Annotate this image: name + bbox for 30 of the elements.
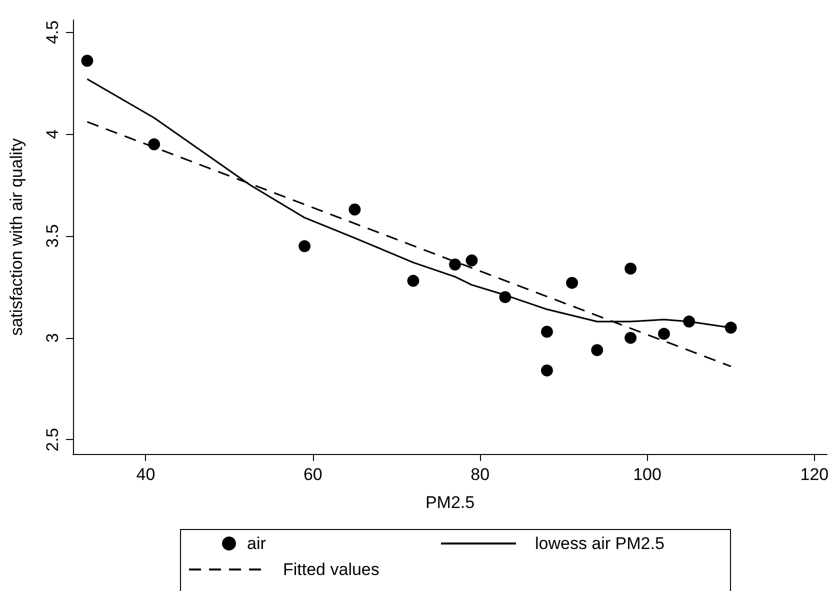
point — [658, 328, 670, 340]
point — [81, 54, 94, 67]
x-axis-title: PM2.5 — [425, 493, 475, 512]
y-axis-title: satisfaction with air quality — [7, 138, 26, 336]
y-tick-label: 3.5 — [43, 224, 62, 248]
point — [540, 364, 553, 376]
x-tick-label: 80 — [470, 465, 490, 484]
point — [148, 138, 160, 150]
point — [407, 274, 420, 287]
y-tick-label: 4.5 — [43, 20, 62, 44]
legend-label: air — [247, 534, 266, 553]
point — [724, 322, 737, 334]
point — [298, 240, 311, 252]
point — [348, 203, 361, 216]
x-tick-label: 100 — [633, 465, 662, 484]
y-tick-label: 3 — [43, 333, 62, 343]
legend-label: Fitted values — [283, 560, 380, 579]
point — [449, 258, 462, 271]
point — [466, 254, 478, 266]
point — [624, 262, 637, 275]
y-tick-label: 4 — [43, 129, 62, 139]
legend-label: lowess air PM2.5 — [535, 534, 664, 553]
point — [540, 326, 553, 338]
point — [566, 276, 578, 289]
x-tick-label: 120 — [800, 465, 829, 484]
point — [591, 344, 604, 356]
x-tick-label: 40 — [136, 465, 156, 484]
point — [624, 332, 637, 344]
y-tick-label: 2.5 — [43, 428, 62, 452]
x-tick-label: 60 — [303, 465, 322, 484]
